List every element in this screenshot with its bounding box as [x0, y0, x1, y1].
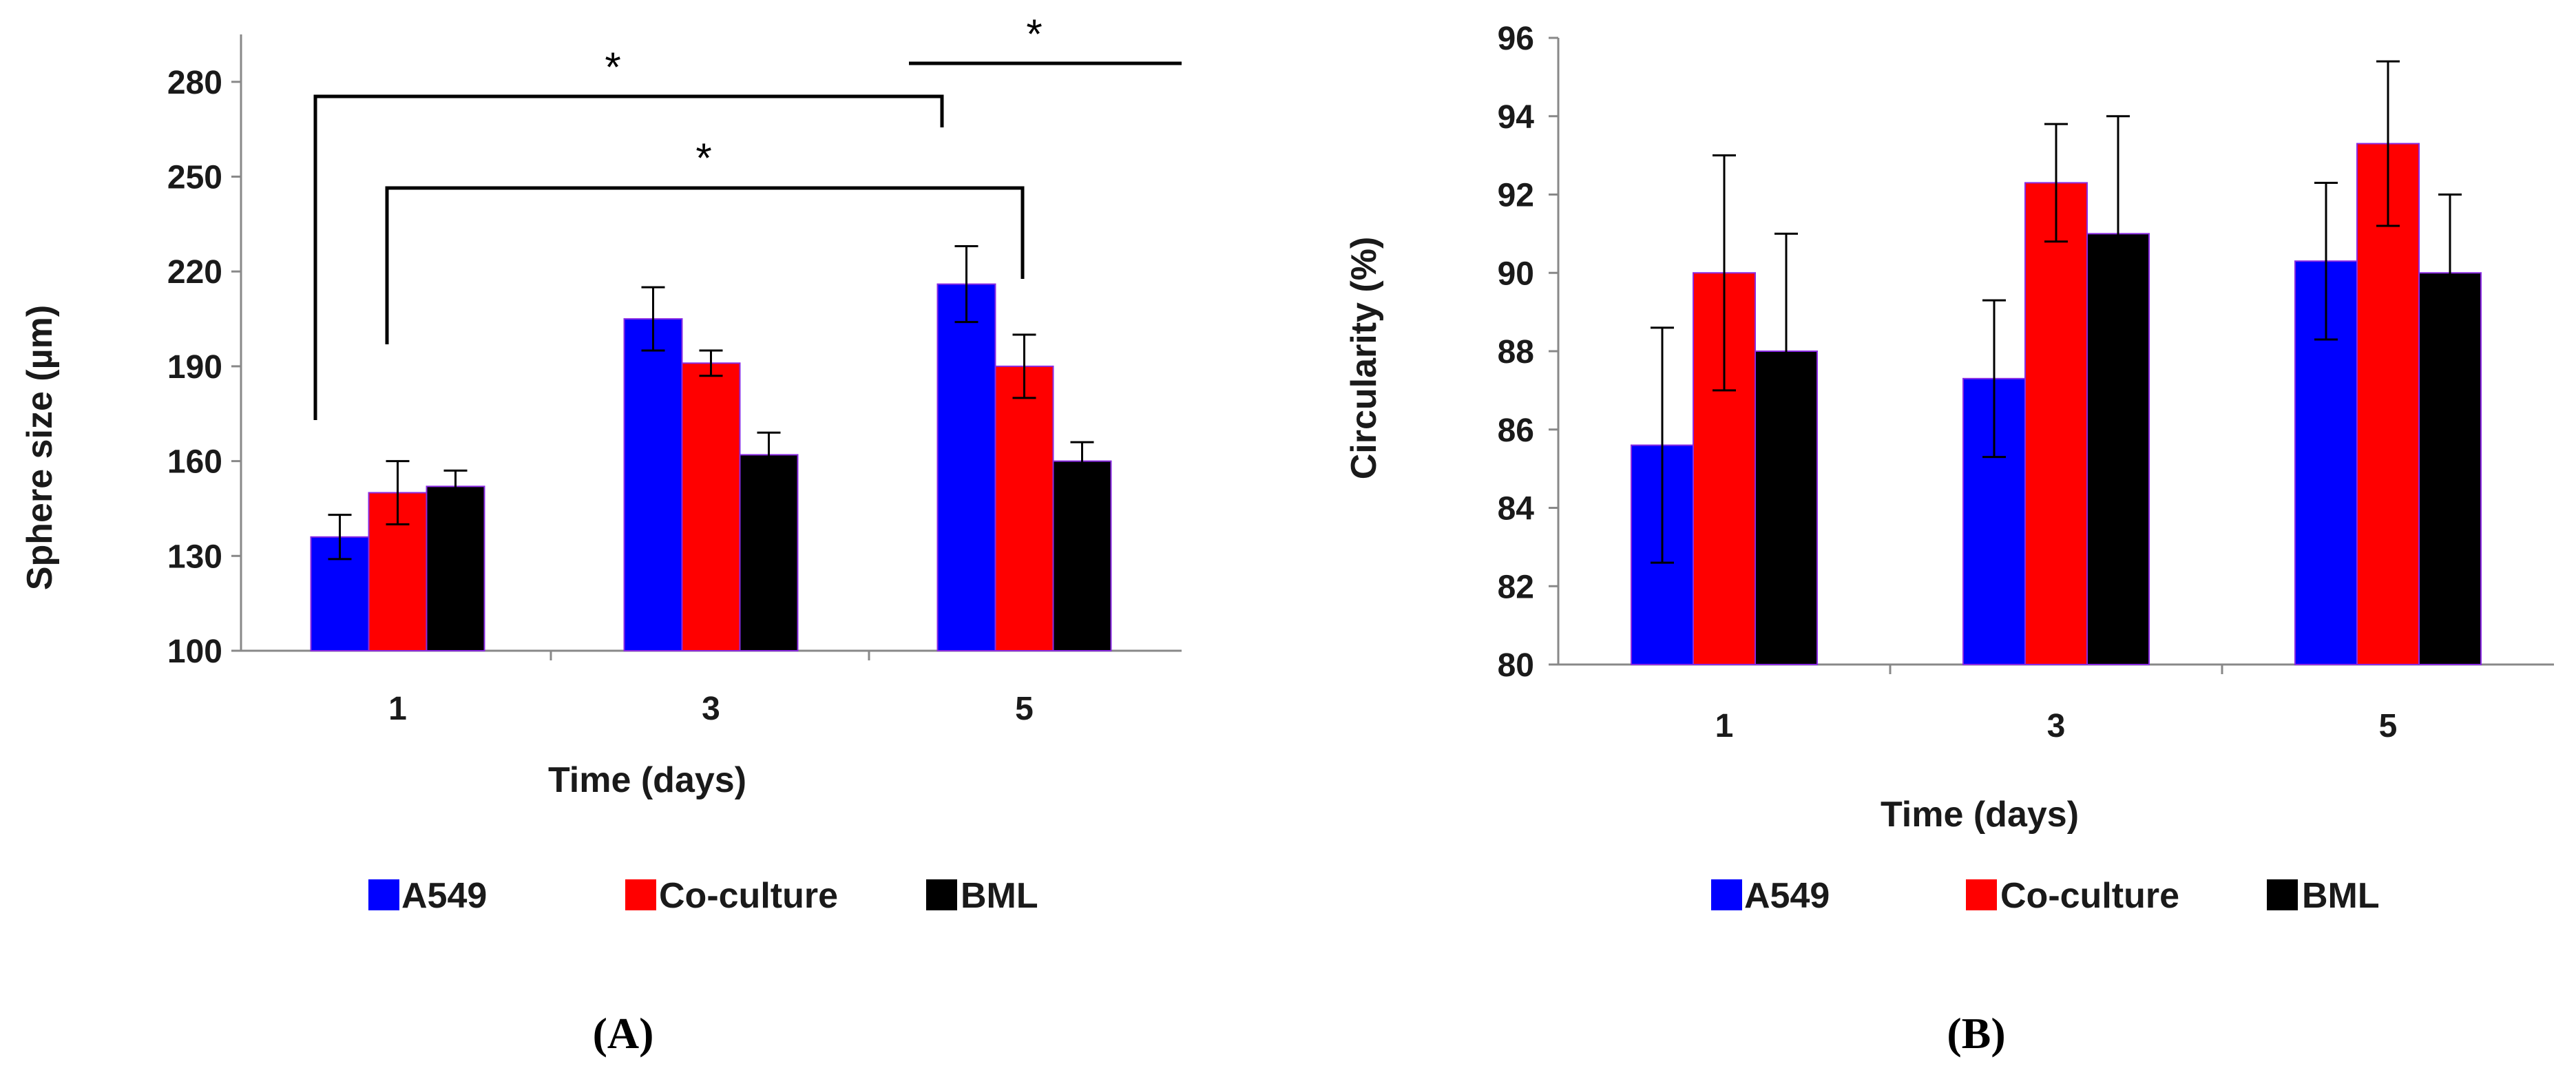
chart-a-legend-swatch-bml [926, 879, 957, 910]
chart-b-error-bar [2438, 194, 2462, 353]
chart-b-y-tick-label: 94 [1498, 99, 1535, 136]
chart-a-sig-star-2: * [695, 135, 711, 181]
chart-a-x-tick-label: 5 [1015, 691, 1034, 727]
chart-a-y-tick-label: 130 [167, 538, 222, 575]
chart-b-y-tick-label: 96 [1498, 21, 1534, 57]
chart-b-legend-swatch-coculture [1966, 879, 1997, 910]
chart-a-x-tick-label: 1 [388, 691, 407, 727]
chart-a-y-tick-label: 220 [167, 254, 222, 291]
chart-a-significance: * * * [313, 11, 1182, 420]
chart-a-sig-star-1: * [605, 44, 620, 90]
chart-b-error-bar [1713, 154, 1736, 392]
chart-b: 80 82 84 86 88 90 92 94 96 1 3 5 Time (days) Circu… [1344, 21, 2554, 1058]
chart-a-y-tick-label: 250 [167, 160, 222, 196]
chart-b-error-bar [2314, 181, 2338, 341]
chart-a-error-bar [386, 460, 410, 525]
chart-a-error-bar [1012, 333, 1036, 399]
chart-a-y-tick-label: 160 [167, 444, 222, 481]
chart-a-error-bar [328, 514, 352, 561]
chart-b-error-bar [2044, 123, 2068, 243]
chart-b-y-tick-label: 82 [1498, 569, 1534, 605]
chart-b-x-label: Time (days) [1881, 795, 2079, 835]
chart-b-y-tick-label: 92 [1498, 178, 1534, 214]
chart-b-error-bar [2106, 115, 2130, 353]
chart-a-y-tick-label: 280 [167, 65, 222, 101]
chart-a-x-label: Time (days) [548, 760, 746, 800]
chart-b-x-tick-label: 3 [2047, 708, 2066, 744]
chart-a-bar-co-culture-day-3 [681, 362, 741, 651]
chart-a-x-tick-label: 3 [702, 691, 720, 727]
chart-a-panel-label: (A) [593, 1009, 654, 1058]
chart-b-legend: A549 Co-culture BML [1711, 876, 2380, 916]
chart-b-legend-a549: A549 [1744, 876, 1830, 916]
chart-a-y-tick-label: 190 [167, 349, 222, 386]
chart-b-error-bar [2376, 60, 2400, 227]
chart-a-bar-bml-day-1 [426, 485, 485, 651]
chart-b-y-tick-label: 88 [1498, 334, 1534, 370]
chart-a-error-bar [443, 469, 468, 503]
chart-b-legend-swatch-a549 [1711, 879, 1742, 910]
chart-b-legend-bml: BML [2302, 876, 2380, 916]
chart-a-error-bar [641, 286, 665, 352]
chart-b-y-tick-label: 86 [1498, 412, 1534, 449]
chart-a-error-bar [757, 431, 781, 479]
chart-b-error-bar [1651, 326, 1674, 564]
chart-b-y-tick-label: 90 [1498, 255, 1534, 292]
chart-b-panel-label: (B) [1947, 1009, 2005, 1058]
chart-b-error-bar [1982, 299, 2006, 459]
chart-a-sig-star-3: * [1026, 11, 1042, 57]
chart-a-y-label: Sphere size (µm) [20, 305, 60, 590]
chart-b-y-tick-label: 84 [1498, 491, 1535, 527]
chart-b-legend-swatch-bml [2267, 879, 2298, 910]
chart-a-legend: A549 Co-culture BML [368, 876, 1038, 916]
chart-a-bar-co-culture-day-5 [994, 365, 1054, 652]
chart-b-x-tick-label: 5 [2379, 708, 2398, 744]
chart-a: 100 130 160 190 220 250 280 1 3 5 * * * Time (da… [20, 11, 1182, 1058]
chart-a-bar-a549-day-5 [936, 283, 996, 652]
chart-b-bar-bml-day-1 [1755, 351, 1818, 665]
chart-b-x-tick-label: 1 [1715, 708, 1734, 744]
chart-b-bar-co-culture-day-5 [2356, 143, 2420, 665]
chart-a-error-bar [954, 245, 978, 324]
chart-b-error-bar [1774, 232, 1798, 470]
chart-a-error-bar [1070, 441, 1094, 481]
chart-a-legend-a549: A549 [401, 876, 487, 916]
chart-a-bar-a549-day-3 [623, 318, 683, 651]
chart-b-y-label: Circularity (%) [1344, 237, 1384, 480]
chart-a-legend-coculture: Co-culture [659, 876, 838, 916]
chart-a-error-bar [699, 349, 723, 377]
chart-a-y-tick-label: 100 [167, 634, 222, 670]
chart-a-bar-bml-day-5 [1052, 460, 1112, 651]
chart-b-legend-coculture: Co-culture [2000, 876, 2179, 916]
chart-a-legend-swatch-a549 [368, 879, 399, 910]
chart-b-y-tick-label: 80 [1498, 647, 1534, 684]
chart-a-legend-bml: BML [961, 876, 1038, 916]
chart-a-bar-bml-day-3 [739, 454, 799, 652]
chart-b-bar-co-culture-day-3 [2024, 182, 2088, 665]
chart-a-legend-swatch-coculture [625, 879, 656, 910]
